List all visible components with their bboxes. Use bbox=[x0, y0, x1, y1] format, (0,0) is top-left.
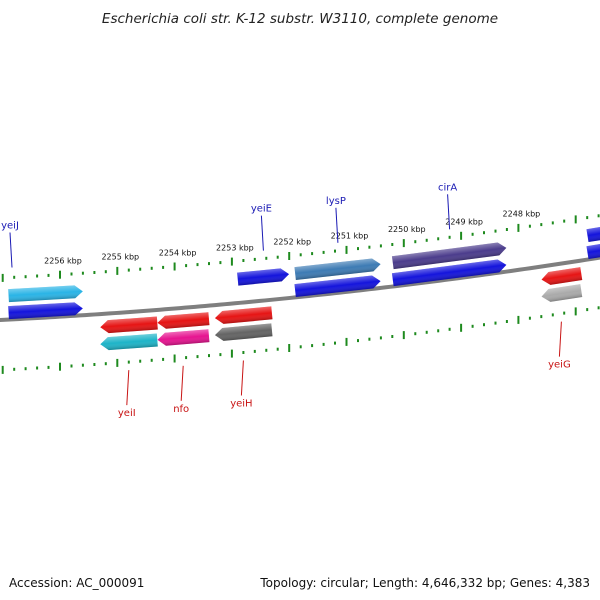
gene-feature bbox=[294, 275, 381, 297]
gene-nfo bbox=[157, 312, 210, 329]
tick-track-reverse bbox=[1, 306, 600, 374]
tick-labels: 2256 kbp 2255 kbp 2254 kbp 2253 kbp 2252 kbp… bbox=[44, 210, 540, 266]
gene-arrow-shading bbox=[294, 275, 381, 297]
gene-arrow-shading bbox=[214, 306, 273, 324]
gene-lysP bbox=[294, 258, 381, 280]
map-title: Escherichia coli str. K-12 substr. W3110… bbox=[102, 11, 498, 27]
tick-label: 2252 kbp bbox=[273, 238, 311, 247]
gene-label-lysP: lysP bbox=[326, 196, 346, 207]
gene-yeiG bbox=[541, 267, 583, 285]
gene-feature bbox=[541, 284, 583, 302]
gene-yeiJ bbox=[8, 285, 83, 303]
gene-arrow-shading bbox=[541, 284, 583, 302]
tick-track-forward bbox=[1, 214, 600, 282]
accession-text: Accession: AC_000091 bbox=[9, 576, 144, 590]
gene-label-leader bbox=[260, 215, 264, 251]
gene-label-leader bbox=[9, 232, 13, 268]
gene-label-leader bbox=[240, 360, 244, 396]
gene-label-leader bbox=[126, 370, 130, 406]
gene-feature bbox=[586, 240, 600, 260]
gene-arrow-shading bbox=[214, 323, 273, 341]
gene-label-yeiJ: yeiJ bbox=[1, 221, 19, 232]
gene-yeiH bbox=[214, 306, 273, 324]
gene-label-leader bbox=[447, 194, 451, 230]
gene-feature bbox=[586, 223, 600, 243]
gene-cirA bbox=[391, 242, 507, 270]
gene-arrow-shading bbox=[157, 312, 210, 329]
gene-label-yeiG: yeiG bbox=[548, 360, 571, 371]
gene-label-leader bbox=[180, 365, 184, 401]
tick-label: 2251 kbp bbox=[331, 232, 369, 241]
gene-arrow-shading bbox=[100, 316, 158, 334]
gene-yeiE bbox=[237, 268, 290, 286]
gene-arrow-shading bbox=[157, 329, 210, 346]
gene-feature bbox=[391, 259, 507, 287]
gene-arrow-shading bbox=[100, 333, 158, 351]
genome-backbone bbox=[0, 255, 600, 323]
gene-label-yeiE: yeiE bbox=[251, 204, 272, 215]
gene-label-leader bbox=[558, 321, 562, 357]
gene-feature bbox=[100, 333, 158, 351]
gene-feature bbox=[214, 323, 273, 341]
gene-label-leader bbox=[335, 207, 339, 243]
gene-label-nfo: nfo bbox=[173, 404, 189, 415]
gene-arrow-shading bbox=[8, 302, 83, 320]
gene-arrow-shading bbox=[586, 240, 600, 260]
tick-label: 2248 kbp bbox=[503, 210, 541, 219]
gene-arrow-shading bbox=[391, 259, 507, 287]
tick-label: 2250 kbp bbox=[388, 225, 426, 234]
tick-label: 2256 kbp bbox=[44, 257, 82, 266]
tick-label: 2255 kbp bbox=[101, 253, 139, 262]
gene-label-yeiI: yeiI bbox=[118, 408, 136, 419]
tick-label: 2254 kbp bbox=[159, 248, 197, 257]
gene-arrow-shading bbox=[8, 285, 83, 303]
gene-feature bbox=[157, 329, 210, 346]
gene-labels: yeiJ yeiE lysP cirA yeiI nfo yeiH yeiG bbox=[1, 182, 571, 419]
gene-arrow-shading bbox=[586, 223, 600, 243]
gene-arrow-shading bbox=[294, 258, 381, 280]
gene-features bbox=[8, 223, 600, 351]
gene-feature bbox=[8, 302, 83, 320]
gene-arrow-shading bbox=[391, 242, 507, 270]
gene-arrow-shading bbox=[237, 268, 290, 286]
tick-label: 2253 kbp bbox=[216, 243, 254, 252]
gene-label-cirA: cirA bbox=[438, 182, 457, 193]
tick-label: 2249 kbp bbox=[445, 217, 483, 226]
gene-arrow-shading bbox=[541, 267, 583, 285]
gene-yeiI bbox=[100, 316, 158, 334]
genome-summary-text: Topology: circular; Length: 4,646,332 bp… bbox=[259, 576, 590, 590]
gene-label-yeiH: yeiH bbox=[230, 399, 252, 410]
